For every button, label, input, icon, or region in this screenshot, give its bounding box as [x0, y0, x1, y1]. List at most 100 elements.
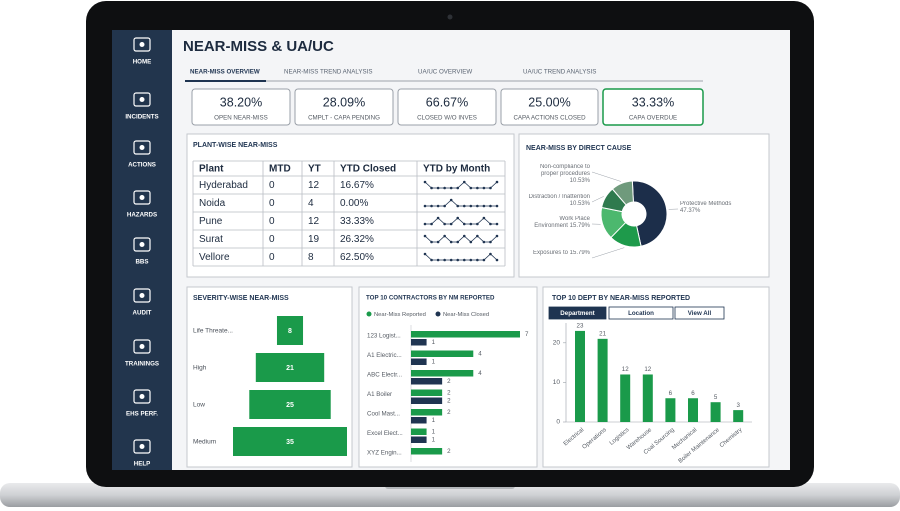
- sparkline-dot: [430, 204, 433, 208]
- nav-icon-dot: [139, 293, 145, 298]
- bar: [411, 417, 427, 424]
- category-label: Non-compliance to proper procedures: [539, 164, 590, 178]
- sparkline-dot: [456, 204, 460, 208]
- table-header: Plant: [199, 164, 224, 175]
- kpi-card[interactable]: [397, 88, 497, 126]
- kpi-card[interactable]: [191, 88, 291, 126]
- nav-label[interactable]: EHS PERF.: [126, 411, 158, 418]
- table-cell: Surat: [199, 234, 223, 245]
- bar: [411, 350, 474, 357]
- value-label: 1: [432, 339, 436, 346]
- filter-button-label[interactable]: View All: [688, 310, 712, 317]
- sparkline-dot: [436, 258, 440, 262]
- sparkline-dot: [469, 186, 473, 190]
- filter-button[interactable]: [674, 306, 725, 320]
- sparkline-dot: [456, 240, 460, 244]
- table-cell: 8: [308, 252, 314, 263]
- sparkline-dot: [443, 258, 446, 262]
- sparkline-dot: [423, 180, 427, 184]
- nav-label[interactable]: BBS: [135, 259, 148, 266]
- table-cell: Hyderabad: [199, 180, 248, 191]
- value-label: 2: [447, 378, 451, 385]
- nav-label[interactable]: INCIDENTS: [125, 114, 158, 121]
- tab[interactable]: UA/UC OVERVIEW: [418, 69, 472, 76]
- value-label: 15.79%: [569, 250, 590, 256]
- nav-icon-dot: [139, 444, 145, 449]
- category-label: Excel Elect...: [367, 430, 403, 437]
- sparkline-dot: [482, 216, 486, 220]
- sparkline-dot: [476, 186, 479, 190]
- kpi-card[interactable]: [294, 88, 394, 126]
- bar: [411, 378, 443, 385]
- nav-icon: [133, 439, 151, 454]
- nav-label[interactable]: TRAININGS: [125, 361, 159, 368]
- category-label: ABC Electr...: [367, 372, 402, 379]
- legend-swatch: [366, 311, 372, 317]
- tab[interactable]: UA/UC TREND ANALYSIS: [523, 69, 596, 76]
- nav-label[interactable]: ACTIONS: [128, 162, 156, 169]
- filter-button[interactable]: [608, 306, 674, 320]
- panel-title: PLANT-WISE NEAR-MISS: [193, 142, 278, 149]
- nav-label[interactable]: AUDIT: [133, 310, 152, 317]
- bar: [620, 374, 631, 422]
- kpi-card[interactable]: [500, 88, 599, 126]
- filter-button-label[interactable]: Location: [628, 310, 654, 317]
- sidebar: [112, 30, 172, 470]
- tab[interactable]: NEAR-MISS TREND ANALYSIS: [284, 69, 372, 76]
- funnel-bar: [276, 316, 304, 345]
- nav-icon-dot: [139, 42, 145, 47]
- nav-label[interactable]: HOME: [133, 59, 152, 66]
- sparkline-dot: [495, 234, 499, 238]
- funnel-bar: [249, 390, 331, 419]
- table-cell: 33.33%: [340, 216, 374, 227]
- camera: [447, 14, 453, 20]
- bar: [411, 428, 427, 435]
- sparkline-dot: [469, 240, 473, 244]
- sparkline-dot: [436, 216, 440, 220]
- donut-label-text: Work Place Environment 15.79%: [528, 216, 590, 230]
- donut-slice: [611, 180, 634, 206]
- bar: [575, 330, 585, 422]
- nav-label[interactable]: HAZARDS: [127, 212, 157, 219]
- y-tick-label: 20: [553, 340, 561, 347]
- value-label: 4: [478, 351, 482, 358]
- donut-label: Protective Methods 47.37%: [680, 201, 731, 214]
- sparkline-dot: [456, 216, 460, 220]
- value-label: 6: [669, 390, 673, 397]
- kpi-label: CMPLT - CAPA PENDING: [308, 115, 380, 122]
- sparkline-dot: [482, 240, 486, 244]
- kpi-label: CLOSED W/O INVES: [417, 115, 477, 122]
- kpi-card[interactable]: [602, 88, 704, 126]
- category-label: A1 Boiler: [367, 391, 392, 398]
- category-label: Cool Mast...: [367, 411, 400, 418]
- sparkline-dot: [449, 186, 453, 190]
- sparkline-dot: [456, 258, 460, 262]
- nav-label[interactable]: HELP: [134, 461, 151, 468]
- table-header: YT: [308, 164, 321, 175]
- bar: [411, 448, 443, 455]
- sparkline-dot: [443, 204, 446, 208]
- sparkline-dot: [423, 252, 427, 256]
- nav-icon-dot: [139, 145, 145, 150]
- leader-line: [591, 247, 625, 259]
- value-label: 7: [525, 331, 529, 338]
- nav-icon: [133, 92, 151, 107]
- panel-title: TOP 10 CONTRACTORS BY NM REPORTED: [366, 295, 495, 302]
- donut-label-text: Non-compliance to proper procedures 10.5…: [522, 164, 590, 186]
- kpi-label: OPEN NEAR-MISS: [214, 115, 268, 122]
- filter-button[interactable]: [548, 306, 607, 320]
- sparkline-dot: [462, 180, 466, 184]
- nav-icon-dot: [139, 97, 145, 102]
- tab[interactable]: NEAR-MISS OVERVIEW: [190, 69, 260, 76]
- sparkline-dot: [449, 240, 453, 244]
- category-label: High: [193, 365, 207, 372]
- sparkline-dot: [443, 222, 446, 226]
- leader-line: [591, 171, 622, 182]
- donut-slice: [631, 180, 668, 247]
- table-cell: 16.67%: [340, 180, 374, 191]
- funnel-bar: [255, 353, 325, 382]
- table-cell: 26.32%: [340, 234, 374, 245]
- filter-button-label[interactable]: Department: [560, 310, 594, 317]
- value-label: 2: [447, 398, 451, 405]
- kpi-value: 33.33%: [632, 95, 674, 109]
